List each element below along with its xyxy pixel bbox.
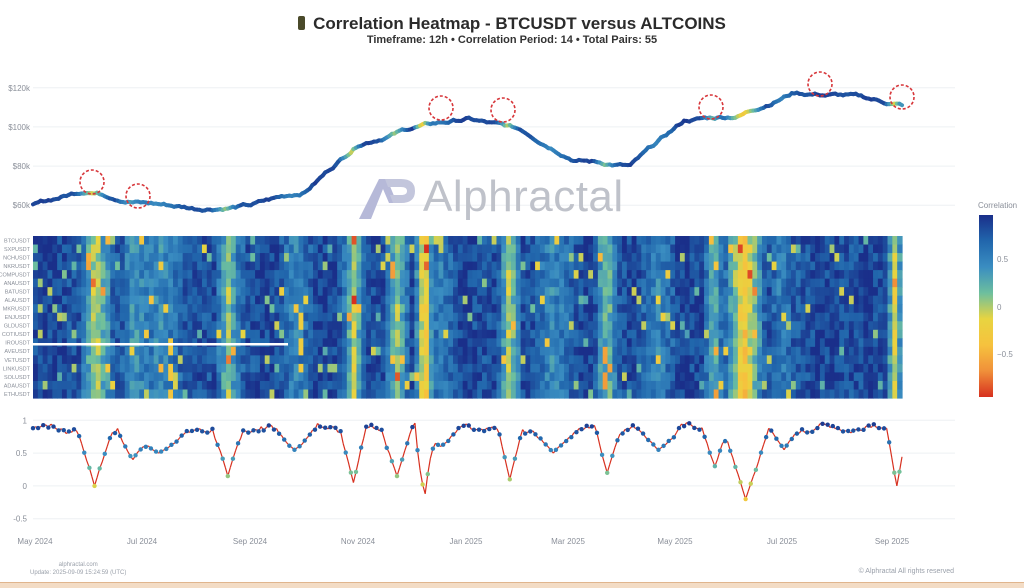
- footer-update: Update: 2025-09-09 15:24:59 (UTC): [30, 569, 126, 577]
- heatmap-row-label: ADAUSDT: [4, 383, 31, 389]
- heatmap-separator: [33, 343, 288, 346]
- colorbar-tick: −0.5: [997, 350, 1013, 359]
- corr-y-tick: -0.5: [13, 515, 27, 524]
- corr-y-tick: 0.5: [16, 449, 28, 458]
- x-axis-tick: May 2025: [657, 537, 693, 546]
- x-axis-tick: Jan 2025: [450, 537, 483, 546]
- alphractal-logo-icon: [355, 173, 419, 221]
- x-axis-tick: Sep 2024: [233, 537, 268, 546]
- heatmap-row-label: MKRUSDT: [3, 307, 31, 313]
- x-axis-tick: Jul 2025: [767, 537, 798, 546]
- heatmap-row-label: COMPUSDT: [0, 273, 31, 279]
- heatmap-row-label: GLDUSDT: [4, 324, 31, 330]
- colorbar-tick: 0.5: [997, 255, 1009, 264]
- heatmap-row-label: COTIUSDT: [2, 332, 31, 338]
- x-axis-tick: Sep 2025: [875, 537, 910, 546]
- heatmap-row-label: BATUSDT: [5, 290, 31, 296]
- corr-y-tick: 1: [23, 416, 28, 425]
- heatmap-row-label: ANAUSDT: [4, 281, 31, 287]
- price-y-tick: $60k: [13, 201, 31, 210]
- heatmap-row-label: ETHUSDT: [4, 392, 31, 398]
- highlight-circle: [429, 96, 453, 120]
- heatmap-row-label: LINKUSDT: [3, 366, 31, 372]
- footer-left: alphractal.com Update: 2025-09-09 15:24:…: [30, 561, 126, 577]
- heatmap-row-label: IROUSDT: [5, 341, 30, 347]
- bottom-bar: [0, 582, 1024, 588]
- heatmap-row-label: ENJUSDT: [5, 315, 31, 321]
- price-y-tick: $120k: [8, 84, 31, 93]
- x-axis-tick: Nov 2024: [341, 537, 376, 546]
- corr-y-tick: 0: [23, 482, 28, 491]
- price-y-tick: $100k: [8, 123, 31, 132]
- highlight-circle: [808, 72, 832, 96]
- x-axis-tick: May 2024: [17, 537, 53, 546]
- footer-site[interactable]: alphractal.com: [30, 561, 126, 569]
- heatmap-row-label: NCHUSDT: [3, 255, 31, 261]
- correlation-line: [31, 421, 902, 501]
- x-axis-tick: Jul 2024: [127, 537, 158, 546]
- heatmap-row-label: ALAUSDT: [5, 298, 31, 304]
- watermark-text: Alphractal: [423, 172, 624, 222]
- heatmap-row-label: SOLUSDT: [4, 375, 31, 381]
- heatmap-row-label: AVEUSDT: [4, 349, 30, 355]
- colorbar-tick: 0: [997, 303, 1002, 312]
- heatmap-row-label: SXPUSDT: [4, 247, 31, 253]
- heatmap-row-label: NKRUSDT: [3, 264, 30, 270]
- highlight-circle: [80, 170, 104, 194]
- footer-copyright: © Alphractal All rights reserved: [859, 568, 954, 575]
- price-y-tick: $80k: [13, 162, 31, 171]
- watermark: Alphractal: [355, 172, 624, 222]
- heatmap-row-label: BTCUSDT: [4, 238, 31, 244]
- highlight-circle: [491, 98, 515, 122]
- heatmap: [33, 236, 903, 399]
- x-axis-tick: Mar 2025: [551, 537, 585, 546]
- colorbar: [979, 215, 993, 397]
- colorbar-title: Correlation: [978, 201, 1017, 210]
- heatmap-row-label: VETUSDT: [4, 358, 30, 364]
